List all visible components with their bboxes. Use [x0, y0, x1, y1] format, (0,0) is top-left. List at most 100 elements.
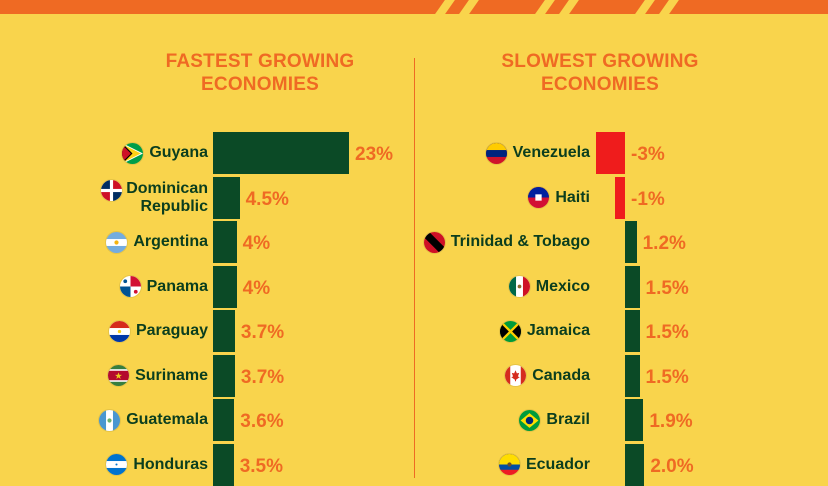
- value-label-argentina: 4%: [242, 233, 271, 254]
- brazil-flag-icon: [519, 409, 541, 431]
- fastest-growing-title-line-1: FASTEST GROWING: [165, 51, 355, 72]
- bar-paraguay: [213, 310, 235, 352]
- value-label-panama: 4%: [242, 277, 271, 299]
- country-label-ecuador: Ecuador: [0, 444, 590, 486]
- guyana-flag-icon: [122, 142, 144, 164]
- country-name-line: Ecuador: [525, 455, 590, 473]
- country-name: Haiti: [555, 189, 590, 207]
- value-label-paraguay: 3.7%: [240, 322, 285, 343]
- country-name-line: Panama: [146, 277, 208, 295]
- country-label-brazil: Brazil: [0, 399, 590, 441]
- value-label-jamaica: 1.5%: [645, 322, 689, 343]
- bar-jamaica: [625, 310, 640, 352]
- country-name: Argentina: [133, 233, 208, 251]
- ecuador-flag-icon: [498, 454, 520, 475]
- country-name-line: Republic: [140, 197, 208, 215]
- value-label-guatemala: 3.6%: [240, 411, 284, 432]
- country-name-line: Brazil: [546, 411, 590, 428]
- country-name: Guatemala: [126, 411, 208, 429]
- decorative-stripes: [420, 0, 700, 14]
- country-name-line: Venezuela: [512, 144, 590, 161]
- country-name-line: Guatemala: [126, 411, 208, 428]
- slowest-growing-title-line-2: ECONOMIES: [541, 74, 659, 95]
- bar-brazil: [625, 399, 644, 441]
- bar-ecuador: [625, 443, 645, 486]
- bar-guyana: [213, 132, 349, 174]
- country-label-haiti: Haiti: [0, 177, 590, 219]
- canada-flag-icon: [505, 365, 527, 386]
- bar-haiti: [615, 176, 625, 219]
- country-name: Paraguay: [136, 322, 208, 340]
- country-name-line: Guyana: [149, 144, 208, 161]
- country-label-panama: Panama: [0, 266, 208, 308]
- value-label-ecuador: 2.0%: [650, 455, 694, 477]
- country-name: Suriname: [135, 367, 208, 385]
- country-name: Guyana: [149, 144, 208, 162]
- country-name: Brazil: [546, 411, 590, 429]
- country-label-guyana: Guyana: [0, 132, 208, 174]
- bar-canada: [625, 354, 640, 397]
- country-name: Dominican Republic: [126, 180, 208, 216]
- slowest-growing-title-line-1: SLOWEST GROWING: [501, 51, 699, 72]
- country-name: Mexico: [536, 278, 590, 296]
- country-label-canada: Canada: [0, 355, 590, 397]
- paraguay-flag-icon: [108, 320, 130, 342]
- country-name: Canada: [532, 367, 590, 385]
- country-name-line: Jamaica: [526, 322, 590, 339]
- country-name-line: Canada: [532, 366, 590, 384]
- value-label-canada: 1.5%: [645, 366, 689, 388]
- country-name: Venezuela: [513, 144, 590, 162]
- country-name: Ecuador: [526, 456, 590, 474]
- country-name-line: Suriname: [135, 366, 208, 384]
- value-label-suriname: 3.7%: [240, 366, 285, 388]
- panel-divider: [414, 58, 415, 478]
- country-name-line: Haiti: [555, 188, 590, 206]
- bar-guatemala: [213, 399, 235, 441]
- country-name-line: Trinidad & Tobago: [450, 233, 590, 250]
- value-label-haiti: -1%: [631, 188, 665, 210]
- country-name: Trinidad & Tobago: [451, 233, 590, 251]
- country-label-mexico: Mexico: [0, 266, 590, 308]
- trinidad-and-tobago-flag-icon: [423, 231, 445, 253]
- mexico-flag-icon: [508, 276, 530, 297]
- country-label-jamaica: Jamaica: [0, 310, 590, 352]
- dominican-republic-flag-icon: [101, 179, 123, 201]
- argentina-flag-icon: [106, 231, 128, 253]
- country-name: Jamaica: [527, 322, 590, 340]
- country-label-paraguay: Paraguay: [0, 310, 208, 352]
- suriname-flag-icon: [108, 365, 130, 386]
- country-label-guatemala: Guatemala: [0, 399, 208, 441]
- bar-venezuela: [596, 132, 625, 174]
- country-label-argentina: Argentina: [0, 221, 208, 263]
- value-label-mexico: 1.5%: [645, 277, 689, 299]
- fastest-growing-title-line-2: ECONOMIES: [201, 74, 319, 95]
- bar-panama: [213, 265, 237, 308]
- value-label-guyana: 23%: [355, 144, 394, 165]
- bar-trinidad-and-tobago: [625, 221, 637, 263]
- jamaica-flag-icon: [499, 320, 521, 342]
- guatemala-flag-icon: [99, 409, 121, 431]
- bar-mexico: [625, 265, 640, 308]
- value-label-venezuela: -3%: [631, 144, 665, 165]
- value-label-dominican-republic: 4.5%: [245, 188, 289, 210]
- country-name-line: Mexico: [535, 277, 590, 295]
- fastest-growing-title: FASTEST GROWING ECONOMIES: [110, 50, 410, 96]
- value-label-brazil: 1.9%: [649, 411, 693, 432]
- country-name-line: Dominican: [126, 179, 208, 197]
- bar-dominican-republic: [213, 176, 240, 219]
- value-label-trinidad-and-tobago: 1.2%: [642, 233, 686, 254]
- slowest-growing-title: SLOWEST GROWING ECONOMIES: [450, 50, 750, 96]
- country-name-line: Paraguay: [135, 322, 208, 339]
- panama-flag-icon: [119, 276, 141, 297]
- country-name-line: Argentina: [133, 233, 208, 250]
- country-label-suriname: Suriname: [0, 355, 208, 397]
- haiti-flag-icon: [528, 187, 550, 208]
- top-banner-band: [0, 0, 828, 14]
- bar-argentina: [213, 221, 237, 263]
- country-name: Panama: [147, 278, 208, 296]
- country-label-venezuela: Venezuela: [0, 132, 590, 174]
- venezuela-flag-icon: [485, 142, 507, 164]
- country-label-trinidad-and-tobago: Trinidad & Tobago: [0, 221, 590, 263]
- country-label-dominican-republic: Dominican Republic: [0, 177, 208, 219]
- bar-suriname: [213, 354, 235, 397]
